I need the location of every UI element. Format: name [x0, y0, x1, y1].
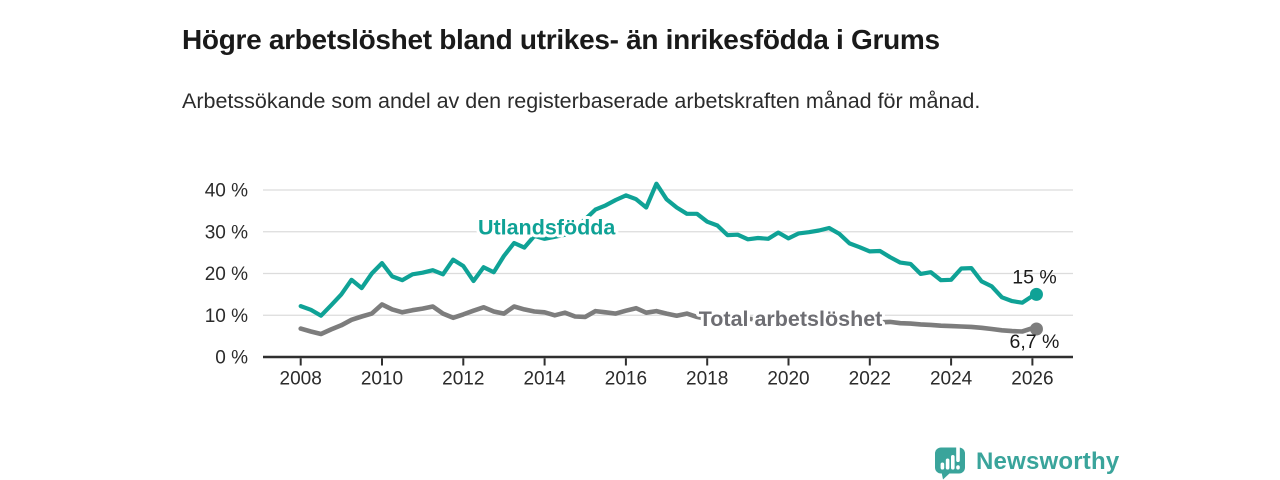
- x-tick-label: 2024: [930, 369, 973, 390]
- page-subtitle: Arbetssökande som andel av den registerb…: [182, 88, 981, 113]
- y-tick-label: 40 %: [205, 181, 248, 202]
- bar-chart-speech-bubble-icon: [935, 445, 965, 480]
- newsworthy-logo-text: Newsworthy: [976, 448, 1120, 475]
- series-label: Total arbetslöshet: [699, 307, 883, 331]
- newsworthy-logo: Newsworthy: [934, 444, 1119, 480]
- x-tick-label: 2020: [767, 369, 809, 390]
- y-tick-label: 20 %: [205, 264, 248, 285]
- x-tick-label: 2012: [442, 369, 484, 390]
- line-chart: 0 % 10 % 20 % 30 % 40 % 2008 2010 2012 2014 2016 2…: [205, 181, 1073, 390]
- page-title: Högre arbetslöshet bland utrikes- än inr…: [182, 23, 940, 55]
- x-tick-label: 2016: [605, 369, 647, 390]
- chart-region: 0 % 10 % 20 % 30 % 40 % 2008 2010 2012 2014 2016 2…: [180, 150, 1125, 405]
- end-value-label: 15 %: [1012, 266, 1056, 288]
- series-label: Utlandsfödda: [478, 216, 616, 240]
- series-line-utlandsf-dda: [298, 181, 1039, 318]
- x-tick-label: 2026: [1011, 369, 1053, 390]
- series-end-dot: [1029, 322, 1043, 336]
- x-tick-label: 2008: [280, 369, 322, 390]
- x-tick-label: 2022: [849, 369, 891, 390]
- y-tick-label: 30 %: [205, 222, 248, 243]
- y-tick-label: 10 %: [205, 306, 248, 327]
- x-tick-label: 2014: [523, 369, 566, 390]
- y-tick-label: 0 %: [215, 348, 248, 369]
- series-end-dot: [1029, 287, 1043, 301]
- x-tick-label: 2010: [361, 369, 403, 390]
- series-line-total-arbetsl-shet: [298, 302, 1039, 337]
- end-value-label: 6,7 %: [1010, 331, 1060, 353]
- x-tick-label: 2018: [686, 369, 728, 390]
